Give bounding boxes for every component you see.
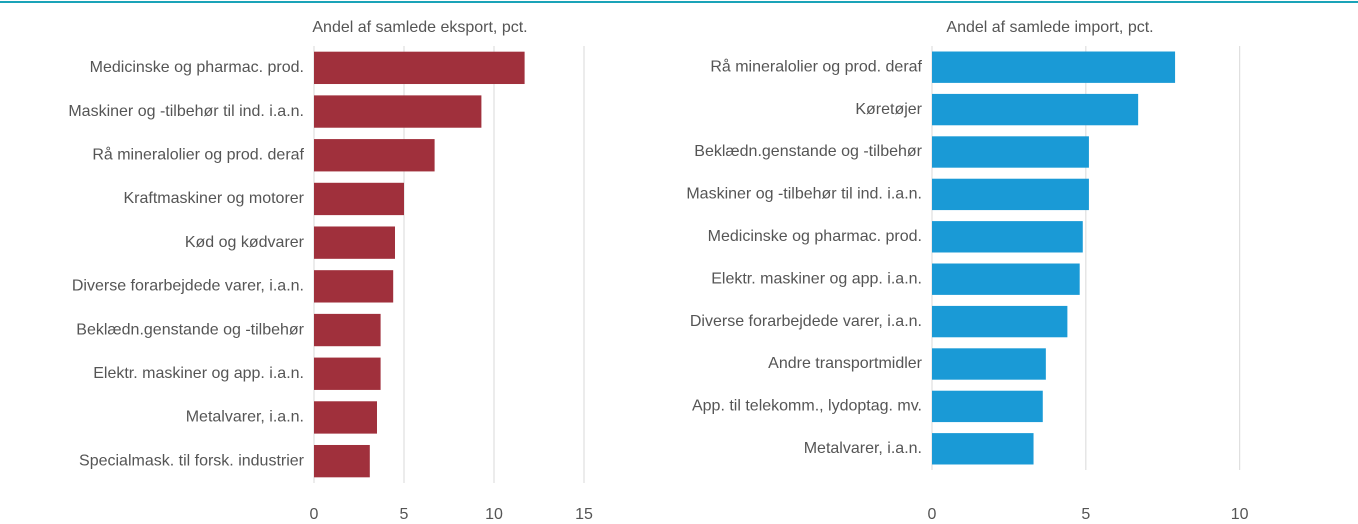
x-tick-label: 10 — [485, 506, 503, 523]
y-tick-label: Kraftmaskiner og motorer — [123, 190, 304, 207]
bar — [314, 226, 395, 259]
chart-title: Andel af samlede import, pct. — [946, 19, 1153, 36]
bar — [314, 139, 435, 172]
x-tick-label: 5 — [400, 506, 409, 523]
y-tick-label: App. til telekomm., lydoptag. mv. — [692, 398, 922, 415]
y-tick-label: Metalvarer, i.a.n. — [186, 409, 304, 426]
bar — [314, 51, 525, 85]
bar — [314, 401, 377, 434]
y-tick-label: Elektr. maskiner og app. i.a.n. — [93, 365, 304, 382]
x-tick-label: 5 — [1081, 506, 1090, 523]
x-tick-label: 15 — [575, 506, 593, 523]
y-tick-label: Kød og kødvarer — [185, 234, 305, 251]
y-tick-label: Køretøjer — [855, 101, 922, 118]
bar — [932, 178, 1089, 211]
chart-title: Andel af samlede eksport, pct. — [312, 19, 527, 36]
y-tick-label: Diverse forarbejdede varer, i.a.n. — [72, 278, 304, 295]
x-tick-label: 0 — [928, 506, 937, 523]
bar — [314, 182, 404, 216]
bar — [932, 433, 1034, 465]
y-tick-label: Beklædn.genstande og -tilbehør — [76, 321, 304, 338]
y-tick-label: Rå mineralolier og prod. deraf — [92, 145, 304, 163]
bar — [314, 95, 482, 128]
y-tick-label: Elektr. maskiner og app. i.a.n. — [711, 270, 922, 287]
bar — [314, 444, 370, 478]
bar — [314, 357, 381, 390]
bar — [314, 270, 394, 303]
y-tick-label: Specialmask. til forsk. industrier — [79, 452, 305, 469]
bar — [932, 136, 1089, 168]
y-tick-label: Diverse forarbejdede varer, i.a.n. — [690, 313, 922, 330]
bar — [932, 51, 1176, 83]
bar — [932, 390, 1043, 423]
y-tick-label: Andre transportmidler — [768, 355, 923, 372]
x-tick-label: 0 — [310, 506, 319, 523]
bar — [932, 221, 1083, 253]
y-tick-label: Maskiner og -tilbehør til ind. i.a.n. — [686, 186, 922, 203]
y-tick-label: Medicinske og pharmac. prod. — [90, 59, 304, 76]
bar — [932, 348, 1046, 380]
y-tick-label: Rå mineralolier og prod. deraf — [710, 57, 922, 75]
bar — [314, 313, 381, 347]
y-tick-label: Beklædn.genstande og -tilbehør — [694, 143, 922, 160]
y-tick-label: Maskiner og -tilbehør til ind. i.a.n. — [68, 103, 304, 120]
bar — [932, 93, 1139, 126]
y-tick-label: Metalvarer, i.a.n. — [804, 440, 922, 457]
x-tick-label: 10 — [1231, 506, 1249, 523]
y-tick-label: Medicinske og pharmac. prod. — [708, 228, 922, 245]
bar — [932, 263, 1080, 295]
bar — [932, 305, 1068, 338]
